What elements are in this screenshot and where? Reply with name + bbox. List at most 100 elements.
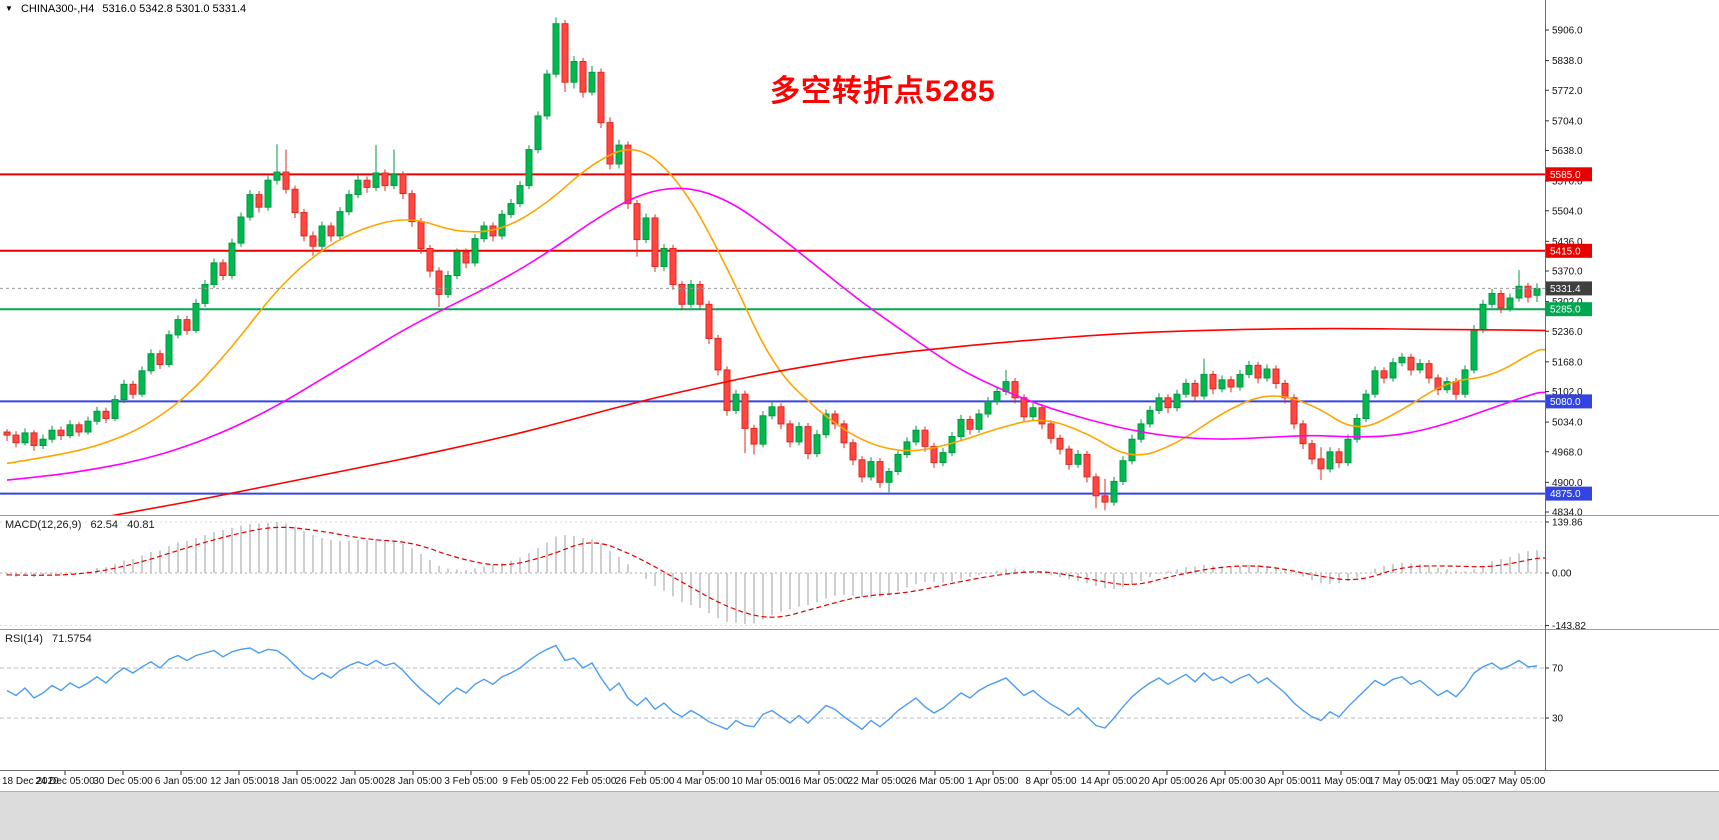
candle-body: [1389, 362, 1397, 379]
candle-body: [723, 369, 731, 411]
candle-body: [1155, 397, 1163, 411]
candle-body: [1461, 369, 1469, 395]
candle-body: [291, 188, 299, 214]
candle-body: [273, 171, 281, 181]
rsi-name: RSI(14): [5, 633, 43, 645]
footer-strip: [0, 791, 1719, 840]
time-label: 4 Mar 05:00: [676, 776, 730, 787]
candle-body: [921, 429, 929, 447]
candle-body: [1029, 407, 1037, 418]
rsi-line: [6, 644, 1538, 731]
candle-body: [939, 452, 947, 464]
price-tick-label: 5102.0: [1552, 387, 1583, 398]
candle-body: [1434, 377, 1442, 391]
axes-layer[interactable]: 5906.0 5838.0 5772.0 5704.0 5638.0 5570.0 5504…: [0, 0, 1719, 787]
time-label: 14 Apr 05:00: [1081, 776, 1138, 787]
candle-body: [309, 235, 317, 247]
candle-body: [3, 431, 11, 436]
candle-body: [111, 399, 119, 420]
candle-body: [1452, 381, 1460, 395]
time-label: 21 May 05:00: [1427, 776, 1488, 787]
price-tick-label: 5436.0: [1552, 237, 1583, 248]
candle-body: [561, 23, 569, 83]
candle-body: [552, 23, 560, 75]
candle-body: [471, 238, 479, 264]
candle-body: [426, 248, 434, 272]
indicator-panels-layer: [0, 521, 1545, 731]
time-label: 12 Jan 05:00: [210, 776, 268, 787]
time-label: 26 Apr 05:00: [1197, 776, 1254, 787]
macd-main-value: 62.54: [90, 519, 119, 531]
candle-body: [345, 194, 353, 213]
candle-body: [1083, 453, 1091, 478]
candle-body: [336, 211, 344, 237]
candle-body: [462, 251, 470, 264]
candle-body: [543, 73, 551, 117]
candle-body: [615, 144, 623, 165]
time-label: 1 Apr 05:00: [967, 776, 1019, 787]
candle-body: [1272, 368, 1280, 384]
price-badge: [1546, 486, 1592, 501]
time-label: 17 May 05:00: [1369, 776, 1430, 787]
candle-body: [1425, 363, 1433, 379]
candle-body: [1128, 438, 1136, 462]
candle-body: [777, 406, 785, 425]
candle-body: [1515, 285, 1523, 299]
chevron-down-icon[interactable]: ▼: [5, 4, 13, 13]
candle-body: [417, 221, 425, 249]
price-tick-label: 4834.0: [1552, 508, 1583, 519]
price-badge: [1546, 302, 1592, 317]
candle-body: [1335, 451, 1343, 464]
price-tick-label: 5370.0: [1552, 267, 1583, 278]
price-tick-label: 5168.0: [1552, 357, 1583, 368]
candle-body: [1200, 373, 1208, 397]
candle-body: [759, 415, 767, 445]
candle-body: [624, 144, 632, 205]
candle-body: [192, 302, 200, 331]
candle-body: [1209, 373, 1217, 390]
candle-body: [858, 459, 866, 478]
candle-body: [849, 442, 857, 461]
candle-body: [93, 410, 101, 422]
time-label: 10 Mar 05:00: [732, 776, 791, 787]
candle-body: [48, 429, 56, 440]
price-badge-label: 5080.0: [1550, 397, 1581, 408]
candle-body: [12, 434, 20, 444]
candle-body: [1110, 480, 1118, 503]
candle-body: [390, 173, 398, 187]
candle-body: [768, 406, 776, 417]
time-label: 3 Feb 05:00: [444, 776, 498, 787]
time-label: 20 Apr 05:00: [1139, 776, 1196, 787]
candle-body: [1506, 297, 1514, 309]
candle-body: [786, 423, 794, 443]
candle-body: [1380, 370, 1388, 379]
time-label: 30 Dec 05:00: [93, 776, 153, 787]
macd-tick-label: -143.82: [1552, 621, 1586, 632]
candle-body: [1299, 423, 1307, 445]
candle-body: [633, 203, 641, 241]
candle-body: [408, 193, 416, 223]
time-label: 24 Dec 05:00: [35, 776, 95, 787]
candle-body: [435, 270, 443, 295]
ma-lines-layer: [0, 148, 1545, 515]
candle-body: [1245, 364, 1253, 375]
candle-body: [1263, 368, 1271, 379]
candle-body: [813, 434, 821, 455]
time-label: 9 Feb 05:00: [502, 776, 556, 787]
candle-body: [1038, 407, 1046, 425]
candle-body: [804, 426, 812, 455]
candle-body: [1218, 379, 1226, 390]
candle-body: [30, 432, 38, 446]
candle-body: [867, 461, 875, 478]
candle-body: [516, 185, 524, 205]
macd-name: MACD(12,26,9): [5, 519, 82, 531]
candle-body: [1065, 448, 1073, 465]
price-tick-label: 5704.0: [1552, 116, 1583, 127]
candle-body: [1074, 453, 1082, 465]
candle-body: [255, 194, 263, 208]
candle-body: [714, 337, 722, 371]
candle-body: [1362, 393, 1370, 420]
price-tick-label: 5236.0: [1552, 327, 1583, 338]
candle-body: [1164, 397, 1172, 409]
